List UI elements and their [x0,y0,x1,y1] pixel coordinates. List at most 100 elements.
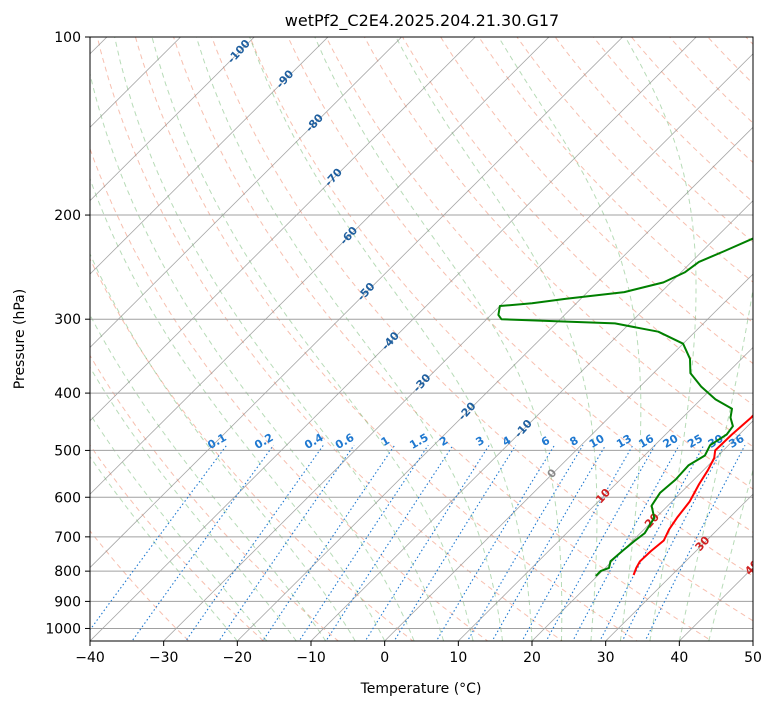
mixing-ratio-label: 36 [727,432,747,451]
chart-title: wetPf2_C2E4.2025.204.21.30.G17 [285,11,559,31]
mixing-ratio-line [545,444,656,641]
y-axis-label: Pressure (hPa) [12,289,28,389]
x-tick-label: 20 [523,650,541,666]
x-axis: −40 −30 −20 −10 0 10 20 30 40 50 [75,641,762,666]
background-line-labels: 0.1 0.2 0.4 0.6 1 1.5 2 3 4 6 8 10 13 16 20 25 30 36-100-… [205,37,762,578]
y-tick-label: 700 [54,530,81,546]
mixing-ratio-line [435,444,555,641]
mixing-ratio-label: 0.2 [252,431,275,452]
dry-adiabat [516,37,753,283]
mixing-ratio-label: 6 [539,434,552,449]
mixing-ratio-label: 25 [685,432,705,451]
y-tick-label: 400 [54,386,81,402]
mixing-ratio-label: 2 [437,434,450,449]
y-tick-label: 300 [54,312,81,328]
isotherm [531,420,753,641]
dry-adiabat [90,147,489,641]
moist-adiabat [90,177,386,641]
y-tick-label: 800 [54,564,81,580]
dry-adiabat [401,37,753,406]
mixing-ratio-line [521,444,634,641]
x-tick-label: 50 [744,650,762,666]
mixing-ratio-line [466,444,584,641]
mixing-ratio-line [572,444,680,641]
dry-adiabat [760,12,775,653]
mixing-ratio-label: 0.4 [302,431,326,452]
dry-adiabat [96,37,564,641]
y-tick-label: 100 [54,30,81,46]
mixing-ratio-line [364,444,490,641]
plot-frame [89,36,754,642]
isotherm-label: 10 [593,486,613,506]
isotherm [90,37,476,422]
isotherm [310,200,753,641]
background-lines [90,12,775,653]
y-tick-label: 900 [54,594,81,610]
moist-adiabat [624,37,697,641]
moist-adiabat [498,37,642,641]
x-tick-label: −30 [149,650,179,666]
dry-adiabat [90,530,190,641]
mixing-ratio-label: 16 [636,432,656,451]
dry-adiabat [745,37,753,45]
y-tick-label: 600 [54,490,81,506]
isotherm [236,126,753,641]
isotherm [605,493,753,641]
dry-adiabat [630,37,753,164]
temperature-line [632,414,753,576]
isotherm [90,37,403,348]
isotherm [678,567,753,641]
mixing-ratio-line [491,444,607,641]
dry-adiabat [90,354,340,641]
y-tick-label: 500 [54,443,81,459]
x-tick-label: −10 [296,650,326,666]
isotherm [90,37,329,275]
moist-adiabat [114,37,445,641]
mixing-ratio-line [90,444,228,631]
x-tick-label: −40 [75,650,105,666]
isotherm [90,37,624,569]
isotherm [384,273,753,641]
mixing-ratio-line [218,444,355,641]
dry-adiabat [668,37,753,124]
moist-adiabat [249,37,533,641]
mixing-ratio-label: 1 [379,434,392,449]
mixing-ratio-label: 0.6 [333,431,357,452]
dry-adiabat [440,37,753,365]
dry-adiabat [90,444,265,641]
mixing-ratio-label: 8 [568,434,581,449]
moist-adiabat [90,455,238,641]
moist-adiabat [678,286,753,641]
y-tick-label: 200 [54,208,81,224]
x-tick-label: 0 [380,650,389,666]
moist-adiabat [90,313,327,641]
isotherm-label: 40 [742,557,762,577]
mixing-ratio-line [393,444,517,641]
profile-lines [497,237,753,577]
moist-adiabat [90,413,268,641]
dry-adiabat [173,37,713,641]
isotherm [90,37,182,128]
mixing-ratio-line [621,444,725,641]
y-tick-label: 1000 [45,621,81,637]
isotherm [163,53,753,641]
moist-adiabat [90,252,356,641]
dry-adiabat [363,37,753,448]
dry-adiabat [287,37,753,533]
isotherm-label: -100 [225,37,253,66]
x-tick-label: 10 [449,650,467,666]
dry-adiabat [90,257,414,641]
isotherm-label: 0 [545,466,560,481]
mixing-ratio-line [262,444,396,641]
mixing-ratio-label: 3 [474,434,487,449]
isotherm [90,37,550,495]
dry-adiabat [592,37,753,203]
mixing-ratio-line [131,444,274,641]
isotherm [90,37,255,202]
mixing-ratio-line [325,444,454,641]
mixing-ratio-label: 1.5 [407,431,430,452]
dry-adiabat [325,37,753,490]
dry-adiabat [249,37,753,577]
isotherm [90,37,697,641]
y-axis: 100 200 300 400 500 600 700 800 900 1000 [45,30,90,637]
